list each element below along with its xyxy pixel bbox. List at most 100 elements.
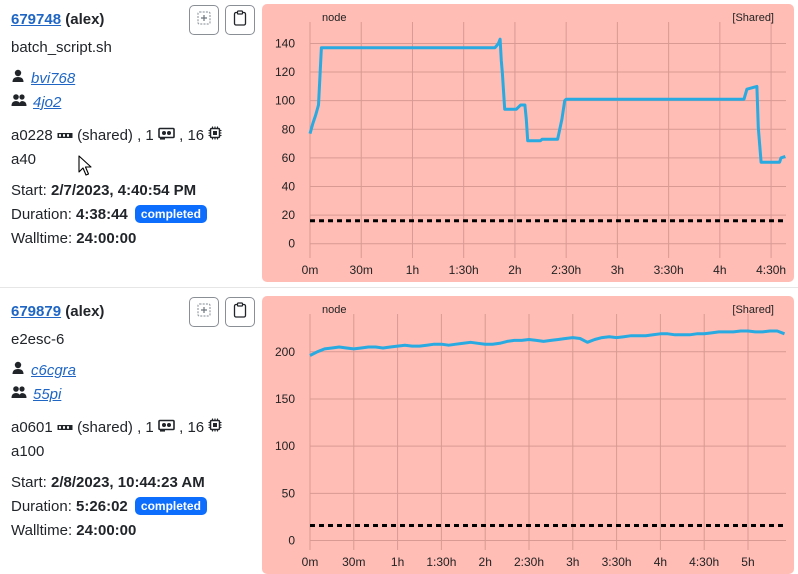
group-icon <box>11 93 27 113</box>
x-tick-label: 4:30h <box>756 263 786 277</box>
group-link[interactable]: 55pi <box>33 386 62 403</box>
x-tick-label: 2:30h <box>514 555 544 569</box>
gpu-icon <box>158 418 175 438</box>
node-usage-chart: 0 50 100 150 200 0m 30m 1h 1:30h 2h 2:30h 3h 3:30h 4h… <box>262 296 794 574</box>
group-icon <box>11 385 27 405</box>
chart-label-right: [Shared] <box>732 12 774 24</box>
node-name: a0228 <box>11 127 53 144</box>
walltime-value: 24:00:00 <box>76 230 137 247</box>
y-tick-label: 150 <box>275 392 295 406</box>
x-tick-label: 3h <box>611 263 624 277</box>
duration-value: 5:26:02 <box>76 498 128 515</box>
node-name: a0601 <box>11 419 53 436</box>
walltime-label: Walltime: <box>11 230 73 247</box>
y-tick-label: 100 <box>275 94 295 108</box>
gpu-type: a40 <box>11 151 37 168</box>
job-user: (alex) <box>65 303 105 320</box>
group-link[interactable]: 4jo2 <box>33 94 62 111</box>
person-icon <box>11 69 25 89</box>
gpu-count: , 1 <box>137 419 154 436</box>
cpu-icon <box>208 418 222 438</box>
shared-label: (shared) <box>77 419 133 436</box>
cpu-icon <box>208 126 222 146</box>
chart-svg: 0 20 40 60 80 100 120 140 0m 30m 1h 1:30h 2h 2:30h 3h 3… <box>275 12 786 277</box>
x-tick-label: 1:30h <box>426 555 456 569</box>
duration-label: Duration: <box>11 498 72 515</box>
shared-label: (shared) <box>77 127 133 144</box>
chart-label-right: [Shared] <box>732 304 774 316</box>
walltime-value: 24:00:00 <box>76 522 137 539</box>
series-line <box>309 329 786 357</box>
copy-id-button[interactable] <box>225 297 255 327</box>
job-id-link[interactable]: 679748 <box>11 11 62 28</box>
start-label: Start: <box>11 182 47 199</box>
select-plus-icon <box>197 11 211 29</box>
copy-id-button[interactable] <box>225 5 255 35</box>
x-tick-label: 2h <box>508 263 521 277</box>
gpu-icon <box>158 126 175 146</box>
job-card: 679879 (alex) e2esc-6 c6cgra 55pi a0601 … <box>0 292 798 574</box>
y-tick-label: 0 <box>288 534 295 548</box>
y-tick-label: 140 <box>275 36 295 50</box>
y-tick-label: 60 <box>282 151 296 165</box>
x-tick-label: 0m <box>302 555 319 569</box>
x-tick-label: 3h <box>566 555 579 569</box>
y-tick-label: 80 <box>282 122 296 136</box>
x-tick-label: 4:30h <box>689 555 719 569</box>
job-name: batch_script.sh <box>11 39 112 56</box>
clipboard-icon <box>233 10 247 30</box>
x-tick-label: 4h <box>654 555 667 569</box>
start-label: Start: <box>11 474 47 491</box>
mouse-pointer-icon <box>78 155 92 181</box>
status-badge: completed <box>134 205 207 223</box>
start-time: 2/7/2023, 4:40:54 PM <box>51 182 197 199</box>
y-tick-label: 20 <box>282 208 296 222</box>
job-user: (alex) <box>65 11 105 28</box>
gpu-type: a100 <box>11 443 45 460</box>
select-job-button[interactable] <box>189 5 219 35</box>
x-tick-label: 30m <box>350 263 373 277</box>
y-tick-label: 200 <box>275 345 295 359</box>
core-count: , 16 <box>179 419 205 436</box>
x-tick-label: 4h <box>713 263 726 277</box>
job-id-link[interactable]: 679879 <box>11 303 62 320</box>
x-tick-label: 1h <box>391 555 404 569</box>
x-tick-label: 1:30h <box>449 263 479 277</box>
node-usage-chart: 0 20 40 60 80 100 120 140 0m 30m 1h 1:30h 2h 2:30h 3h 3… <box>262 4 794 282</box>
x-tick-label: 3:30h <box>654 263 684 277</box>
x-tick-label: 2:30h <box>551 263 581 277</box>
select-job-button[interactable] <box>189 297 219 327</box>
y-tick-label: 50 <box>282 486 296 500</box>
job-name: e2esc-6 <box>11 331 65 348</box>
start-time: 2/8/2023, 10:44:23 AM <box>51 474 205 491</box>
chart-label-left: node <box>322 304 346 316</box>
project-link[interactable]: bvi768 <box>31 70 76 87</box>
memory-icon <box>57 418 73 438</box>
x-tick-label: 3:30h <box>602 555 632 569</box>
status-badge: completed <box>134 497 207 515</box>
x-tick-label: 0m <box>302 263 319 277</box>
x-tick-label: 1h <box>406 263 419 277</box>
chart-label-left: node <box>322 12 346 24</box>
duration-label: Duration: <box>11 206 72 223</box>
project-link[interactable]: c6cgra <box>31 362 77 379</box>
memory-icon <box>57 126 73 146</box>
core-count: , 16 <box>179 127 205 144</box>
duration-value: 4:38:44 <box>76 206 128 223</box>
walltime-label: Walltime: <box>11 522 73 539</box>
series-line <box>308 37 786 164</box>
person-icon <box>11 361 25 381</box>
x-tick-label: 5h <box>741 555 754 569</box>
gpu-count: , 1 <box>137 127 154 144</box>
job-card: 679748 (alex) batch_script.sh bvi768 4jo… <box>11 4 794 282</box>
chart-svg: 0 50 100 150 200 0m 30m 1h 1:30h 2h 2:30h 3h 3:30h 4h… <box>275 304 786 569</box>
x-tick-label: 2h <box>479 555 492 569</box>
y-tick-label: 40 <box>282 179 296 193</box>
y-tick-label: 0 <box>288 237 295 251</box>
x-tick-label: 30m <box>342 555 365 569</box>
y-tick-label: 120 <box>275 65 295 79</box>
y-tick-label: 100 <box>275 439 295 453</box>
clipboard-icon <box>233 302 247 322</box>
row-divider <box>0 287 798 288</box>
select-plus-icon <box>197 303 211 321</box>
